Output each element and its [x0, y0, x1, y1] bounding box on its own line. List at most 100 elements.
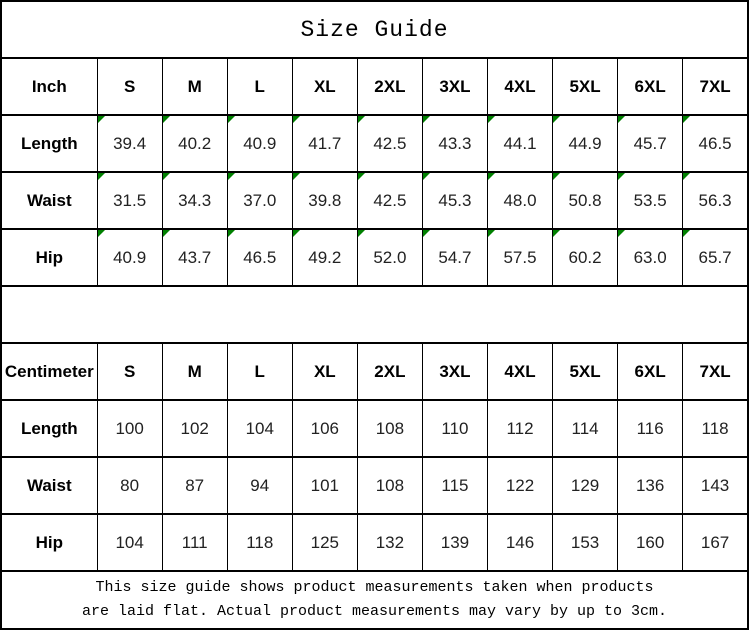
measurement-value-cell: 52.0: [356, 228, 423, 287]
green-corner-flag-icon: [357, 173, 365, 180]
measurement-value-cell: 101: [291, 456, 358, 515]
size-header-cell: S: [96, 57, 163, 116]
measurement-value-cell: 39.8: [291, 171, 358, 230]
size-header-cell: 4XL: [486, 57, 554, 116]
measurement-value-cell: 54.7: [421, 228, 488, 287]
measurement-value-cell: 43.7: [161, 228, 228, 287]
size-header-cell: 6XL: [617, 57, 684, 116]
measurement-value-cell: 132: [356, 513, 423, 572]
size-header-cell: 7XL: [682, 57, 749, 116]
page-title: Size Guide: [0, 0, 749, 59]
title-section: Size Guide: [0, 0, 749, 59]
green-corner-flag-icon: [618, 116, 626, 123]
measurement-value-cell: 153: [552, 513, 619, 572]
measurement-value-cell: 43.3: [421, 114, 488, 173]
measurement-label-cell: Length: [0, 114, 98, 173]
measurement-row: Hip 104 111 118 125 132 139 146 153 160 167: [0, 513, 749, 572]
footer-note-line1: This size guide shows product measuremen…: [95, 579, 654, 596]
measurement-value-cell: 125: [291, 513, 358, 572]
green-corner-flag-icon: [422, 116, 430, 123]
spacer-section: [0, 285, 749, 344]
measurement-value-cell: 122: [486, 456, 554, 515]
centimeter-table-section: Centimeter S M L XL 2XL 3XL 4XL 5XL 6XL 7XL Length 1…: [0, 342, 749, 572]
green-corner-flag-icon: [422, 230, 430, 237]
size-header-cell: 6XL: [617, 342, 684, 401]
footer-section: This size guide shows product measuremen…: [0, 570, 749, 630]
measurement-value-cell: 112: [486, 399, 554, 458]
measurement-value-cell: 31.5: [96, 171, 163, 230]
size-header-cell: 7XL: [682, 342, 749, 401]
measurement-value-cell: 100: [96, 399, 163, 458]
size-header-cell: M: [161, 57, 228, 116]
unit-header-cell: Inch: [0, 57, 98, 116]
size-header-cell: 5XL: [552, 342, 619, 401]
measurement-value-cell: 40.9: [96, 228, 163, 287]
green-corner-flag-icon: [292, 116, 300, 123]
green-corner-flag-icon: [487, 173, 495, 180]
measurement-label-cell: Waist: [0, 456, 98, 515]
measurement-value-cell: 104: [96, 513, 163, 572]
measurement-value-cell: 94: [226, 456, 293, 515]
green-corner-flag-icon: [97, 173, 105, 180]
size-header-cell: XL: [291, 57, 358, 116]
title-row: Size Guide: [0, 0, 749, 59]
measurement-row: Waist 80 87 94 101 108 115 122 129 136 143: [0, 456, 749, 515]
green-corner-flag-icon: [357, 116, 365, 123]
measurement-label-cell: Hip: [0, 228, 98, 287]
measurement-value-cell: 46.5: [226, 228, 293, 287]
measurement-label-cell: Length: [0, 399, 98, 458]
measurement-value-cell: 143: [682, 456, 749, 515]
green-corner-flag-icon: [227, 230, 235, 237]
green-corner-flag-icon: [227, 116, 235, 123]
measurement-row: Length 39.4 40.2 40.9 41.7 42.5 43.3 44.1 44.9 45…: [0, 114, 749, 173]
measurement-value-cell: 45.3: [421, 171, 488, 230]
green-corner-flag-icon: [162, 173, 170, 180]
measurement-value-cell: 53.5: [617, 171, 684, 230]
measurement-value-cell: 41.7: [291, 114, 358, 173]
measurement-value-cell: 57.5: [486, 228, 554, 287]
green-corner-flag-icon: [618, 230, 626, 237]
green-corner-flag-icon: [683, 173, 691, 180]
measurement-value-cell: 118: [226, 513, 293, 572]
green-corner-flag-icon: [97, 116, 105, 123]
spacer-row: [0, 285, 749, 344]
spacer-cell: [0, 285, 749, 344]
measurement-value-cell: 63.0: [617, 228, 684, 287]
measurement-value-cell: 39.4: [96, 114, 163, 173]
measurement-value-cell: 42.5: [356, 114, 423, 173]
measurement-value-cell: 46.5: [682, 114, 749, 173]
measurement-value-cell: 136: [617, 456, 684, 515]
measurement-value-cell: 45.7: [617, 114, 684, 173]
size-header-cell: 5XL: [552, 57, 619, 116]
green-corner-flag-icon: [553, 173, 561, 180]
measurement-label-cell: Hip: [0, 513, 98, 572]
green-corner-flag-icon: [227, 173, 235, 180]
measurement-value-cell: 60.2: [552, 228, 619, 287]
measurement-value-cell: 114: [552, 399, 619, 458]
green-corner-flag-icon: [683, 116, 691, 123]
measurement-value-cell: 106: [291, 399, 358, 458]
measurement-value-cell: 146: [486, 513, 554, 572]
measurement-value-cell: 44.1: [486, 114, 554, 173]
size-header-cell: M: [161, 342, 228, 401]
measurement-value-cell: 167: [682, 513, 749, 572]
measurement-value-cell: 104: [226, 399, 293, 458]
size-header-cell: 2XL: [356, 342, 423, 401]
measurement-value-cell: 110: [421, 399, 488, 458]
size-header-cell: L: [226, 57, 293, 116]
measurement-value-cell: 102: [161, 399, 228, 458]
unit-header-cell: Centimeter: [0, 342, 98, 401]
green-corner-flag-icon: [683, 230, 691, 237]
measurement-value-cell: 56.3: [682, 171, 749, 230]
green-corner-flag-icon: [422, 173, 430, 180]
measurement-value-cell: 160: [617, 513, 684, 572]
green-corner-flag-icon: [357, 230, 365, 237]
measurement-value-cell: 115: [421, 456, 488, 515]
measurement-value-cell: 108: [356, 456, 423, 515]
measurement-value-cell: 40.2: [161, 114, 228, 173]
green-corner-flag-icon: [553, 116, 561, 123]
inch-table-section: Inch S M L XL 2XL 3XL 4XL 5XL 6XL 7XL Length 39.4 40.…: [0, 57, 749, 287]
size-header-cell: 2XL: [356, 57, 423, 116]
measurement-value-cell: 42.5: [356, 171, 423, 230]
